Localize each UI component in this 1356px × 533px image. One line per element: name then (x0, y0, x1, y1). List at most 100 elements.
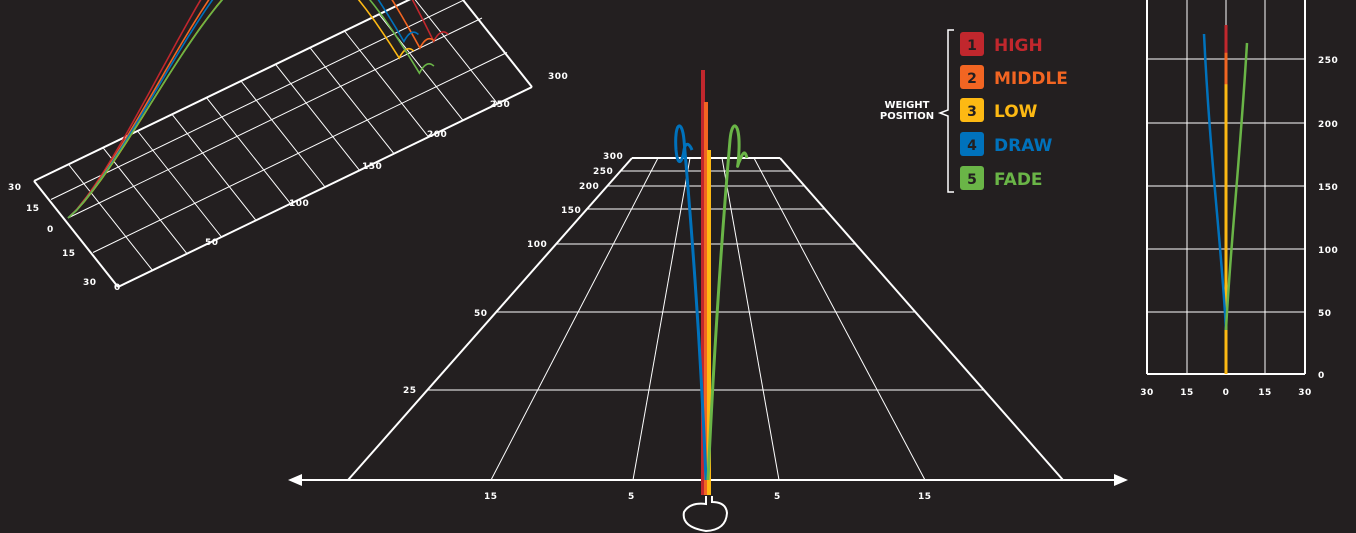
topdown-y-ticks: 0 50 100 150 200 250 (1318, 56, 1338, 381)
td-x-tick-15-left: 15 (1180, 388, 1194, 398)
dr-dist-tick-200: 200 (579, 182, 599, 192)
persp-dist-tick-50: 50 (205, 238, 219, 248)
legend-num-middle: 2 (967, 71, 977, 87)
legend-label-fade: FADE (994, 170, 1043, 190)
legend-badge-middle (960, 65, 984, 89)
td-y-tick-100: 100 (1318, 246, 1338, 256)
dr-dist-tick-250: 250 (593, 167, 613, 177)
downrange-chart: 25 50 100 150 200 250 300 15 5 5 15 (288, 70, 1128, 533)
dr-lat-tick-5-right: 5 (774, 492, 781, 502)
dr-lat-tick-15-left: 15 (484, 492, 498, 502)
persp-dist-tick-100: 100 (289, 199, 309, 209)
persp-trajectory-draw (67, 0, 419, 219)
legend-item-draw: 4 DRAW (960, 132, 1053, 156)
dr-dist-tick-100: 100 (527, 240, 547, 250)
persp-lat-tick-15-right: 15 (62, 249, 76, 259)
legend-item-low: 3 LOW (960, 98, 1038, 122)
persp-distance-line (461, 0, 533, 88)
legend-num-draw: 4 (967, 138, 977, 154)
persp-dist-tick-300: 300 (548, 72, 568, 82)
legend-label-middle: MIDDLE (994, 69, 1068, 89)
dr-lateral-line (632, 157, 691, 481)
persp-dist-tick-250: 250 (490, 100, 510, 110)
perspective-trajectories (67, 0, 449, 219)
persp-lat-tick-0: 0 (47, 225, 54, 235)
dr-dist-tick-300: 300 (603, 152, 623, 162)
downrange-trajectories (674, 70, 749, 495)
perspective-chart: 0 50 100 150 200 250 300 30 15 0 15 30 (8, 0, 568, 293)
dr-dist-tick-25: 25 (403, 386, 417, 396)
legend-item-high: 1 HIGH (960, 32, 1043, 56)
persp-dist-tick-200: 200 (427, 130, 447, 140)
td-y-tick-150: 150 (1318, 183, 1338, 193)
dr-dist-tick-50: 50 (474, 309, 488, 319)
persp-lat-tick-15-left: 15 (26, 204, 40, 214)
persp-dist-tick-0: 0 (114, 283, 121, 293)
persp-distance-line (137, 130, 222, 238)
persp-distance-line (206, 97, 291, 204)
persp-trajectory-high (67, 0, 449, 219)
persp-distance-line (33, 180, 119, 288)
persp-distance-line (68, 164, 153, 271)
legend-item-fade: 5 FADE (960, 166, 1043, 190)
perspective-grid (33, 0, 533, 288)
legend-badge-draw (960, 132, 984, 156)
persp-distance-line (344, 30, 429, 138)
td-x-tick-15-right: 15 (1258, 388, 1272, 398)
legend-badge-low (960, 98, 984, 122)
topdown-x-ticks: 30 15 0 15 30 (1140, 388, 1312, 398)
legend-item-middle: 2 MIDDLE (960, 65, 1068, 89)
persp-distance-line (102, 147, 188, 254)
td-trajectory-fade (1224, 42, 1249, 331)
legend-bracket (937, 29, 954, 193)
persp-distance-line (171, 114, 257, 221)
persp-distance-line (275, 64, 360, 171)
topdown-chart: 0 50 100 150 200 250 30 15 0 15 30 (1140, 0, 1338, 398)
persp-trajectory-fade (67, 0, 435, 219)
topdown-trajectories (1202, 24, 1249, 374)
legend-num-high: 1 (967, 38, 977, 54)
td-x-tick-30-left: 30 (1140, 388, 1154, 398)
td-x-tick-30-right: 30 (1298, 388, 1312, 398)
dr-lat-tick-5-left: 5 (628, 492, 635, 502)
td-x-tick-0: 0 (1223, 388, 1230, 398)
legend-num-low: 3 (967, 104, 977, 120)
downrange-lateral-ticks: 15 5 5 15 (484, 492, 932, 502)
arrow-left-icon (288, 474, 302, 486)
golf-ball-icon (682, 496, 729, 533)
legend-title-line1: WEIGHT (885, 100, 930, 111)
persp-lateral-line (92, 52, 508, 253)
dr-lateral-line (753, 157, 926, 481)
dr-lateral-line (721, 157, 780, 481)
persp-trajectory-middle (67, 0, 435, 219)
persp-lat-tick-30-right: 30 (83, 278, 97, 288)
legend-label-draw: DRAW (994, 136, 1053, 156)
perspective-lateral-ticks: 30 15 0 15 30 (8, 183, 97, 288)
legend-badge-high (960, 32, 984, 56)
td-y-tick-250: 250 (1318, 56, 1338, 66)
persp-distance-line (240, 80, 326, 188)
dr-trajectory-fade (706, 124, 749, 481)
persp-lateral-line (50, 0, 466, 200)
legend: WEIGHT POSITION 1 HIGH 2 MIDDLE 3 LOW 4 … (880, 29, 1068, 193)
persp-lat-tick-30-left: 30 (8, 183, 22, 193)
td-trajectory-draw (1202, 33, 1228, 331)
persp-distance-line (309, 47, 395, 154)
perspective-distance-ticks: 0 50 100 150 200 250 300 (114, 72, 568, 293)
dr-lat-tick-15-right: 15 (918, 492, 932, 502)
persp-distance-line (414, 0, 498, 104)
downrange-distance-ticks: 25 50 100 150 200 250 300 (403, 152, 623, 396)
td-y-tick-50: 50 (1318, 309, 1332, 319)
dr-dist-tick-150: 150 (561, 206, 581, 216)
td-y-tick-200: 200 (1318, 120, 1338, 130)
persp-dist-tick-150: 150 (362, 162, 382, 172)
legend-label-high: HIGH (994, 36, 1043, 56)
legend-badge-fade (960, 166, 984, 190)
persp-trajectory-low (67, 0, 415, 219)
dr-lateral-line (490, 157, 659, 481)
dr-edge-left (347, 157, 633, 481)
td-y-tick-0: 0 (1318, 371, 1325, 381)
legend-num-fade: 5 (967, 172, 977, 188)
dr-trajectory-draw (674, 124, 708, 481)
